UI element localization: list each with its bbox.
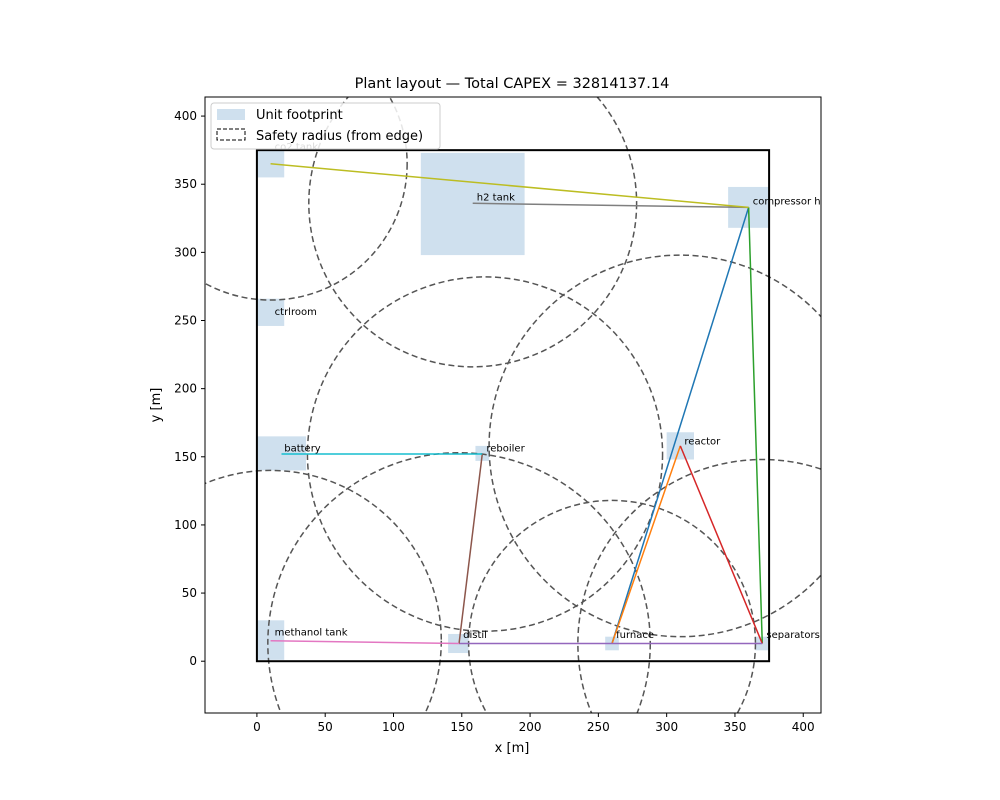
x-tick-label: 400 bbox=[792, 720, 815, 734]
y-tick-label: 100 bbox=[174, 518, 197, 532]
plot-boundary bbox=[255, 149, 771, 663]
unit-label-distil: distil bbox=[463, 630, 487, 641]
connection-reactor-separators bbox=[679, 445, 763, 644]
y-tick-label: 50 bbox=[182, 586, 197, 600]
legend-safety-swatch bbox=[216, 128, 246, 141]
connection-methanol-tank-distil bbox=[270, 640, 460, 645]
x-tick-label: 0 bbox=[253, 720, 261, 734]
legend-safety-label: Safety radius (from edge) bbox=[256, 129, 423, 144]
legend-footprint-swatch bbox=[217, 109, 245, 120]
unit-footprint-methanol-tank bbox=[256, 620, 285, 660]
unit-label-ctrlroom: ctrlroom bbox=[275, 307, 317, 318]
legend-footprint-label: Unit footprint bbox=[256, 108, 343, 123]
x-tick-label: 350 bbox=[723, 720, 746, 734]
connection-h2-tank-compressor-house bbox=[472, 202, 749, 209]
safety-radius-circle bbox=[308, 97, 638, 368]
x-tick-label: 250 bbox=[587, 720, 610, 734]
safety-radius-circle bbox=[205, 469, 442, 713]
safety-radius-circle bbox=[205, 97, 408, 301]
x-tick-label: 150 bbox=[450, 720, 473, 734]
safety-radius-circle bbox=[488, 254, 821, 638]
x-tick-label: 200 bbox=[519, 720, 542, 734]
unit-label-methanol-tank: methanol tank bbox=[275, 627, 348, 638]
unit-label-compressor-house: compressor house bbox=[753, 197, 845, 208]
unit-label-battery: battery bbox=[284, 443, 321, 454]
y-tick-label: 150 bbox=[174, 450, 197, 464]
connection-furnace-compressor-house bbox=[611, 207, 750, 644]
y-axis-label: y [m] bbox=[149, 388, 164, 423]
connection-distil-reboiler bbox=[458, 453, 484, 644]
x-tick-label: 50 bbox=[318, 720, 333, 734]
unit-label-reboiler: reboiler bbox=[486, 443, 525, 454]
connection-separators-compressor-house bbox=[747, 207, 764, 644]
unit-label-h2-tank: h2 tank bbox=[477, 193, 515, 204]
axes-frame bbox=[204, 96, 822, 714]
unit-label-reactor: reactor bbox=[684, 437, 721, 448]
legend: Unit footprint Safety radius (from edge) bbox=[210, 102, 441, 150]
connection-co2-tank-compressor-house bbox=[270, 163, 749, 209]
unit-label-furnace: furnace bbox=[616, 630, 654, 641]
y-tick-label: 350 bbox=[174, 177, 197, 191]
unit-label-separators: separators bbox=[766, 630, 819, 641]
y-tick-label: 200 bbox=[174, 382, 197, 396]
x-axis: 0 50 100 150 200 250 300 350 400 bbox=[253, 713, 815, 734]
unit-footprint-ctrlroom bbox=[256, 298, 285, 326]
unit-footprint-co2-tank bbox=[256, 150, 285, 178]
y-axis: 0 50 100 150 200 250 300 350 400 bbox=[174, 109, 205, 668]
chart-title: Plant layout — Total CAPEX = 32814137.14 bbox=[355, 76, 670, 92]
y-tick-label: 300 bbox=[174, 245, 197, 259]
x-axis-label: x [m] bbox=[495, 741, 530, 756]
connection-furnace-reactor bbox=[611, 445, 682, 644]
x-tick-label: 300 bbox=[655, 720, 678, 734]
y-tick-label: 400 bbox=[174, 109, 197, 123]
y-tick-label: 250 bbox=[174, 314, 197, 328]
safety-radius-circle bbox=[577, 458, 821, 713]
x-tick-label: 100 bbox=[382, 720, 405, 734]
legend-frame bbox=[210, 102, 441, 150]
y-tick-label: 0 bbox=[189, 654, 197, 668]
